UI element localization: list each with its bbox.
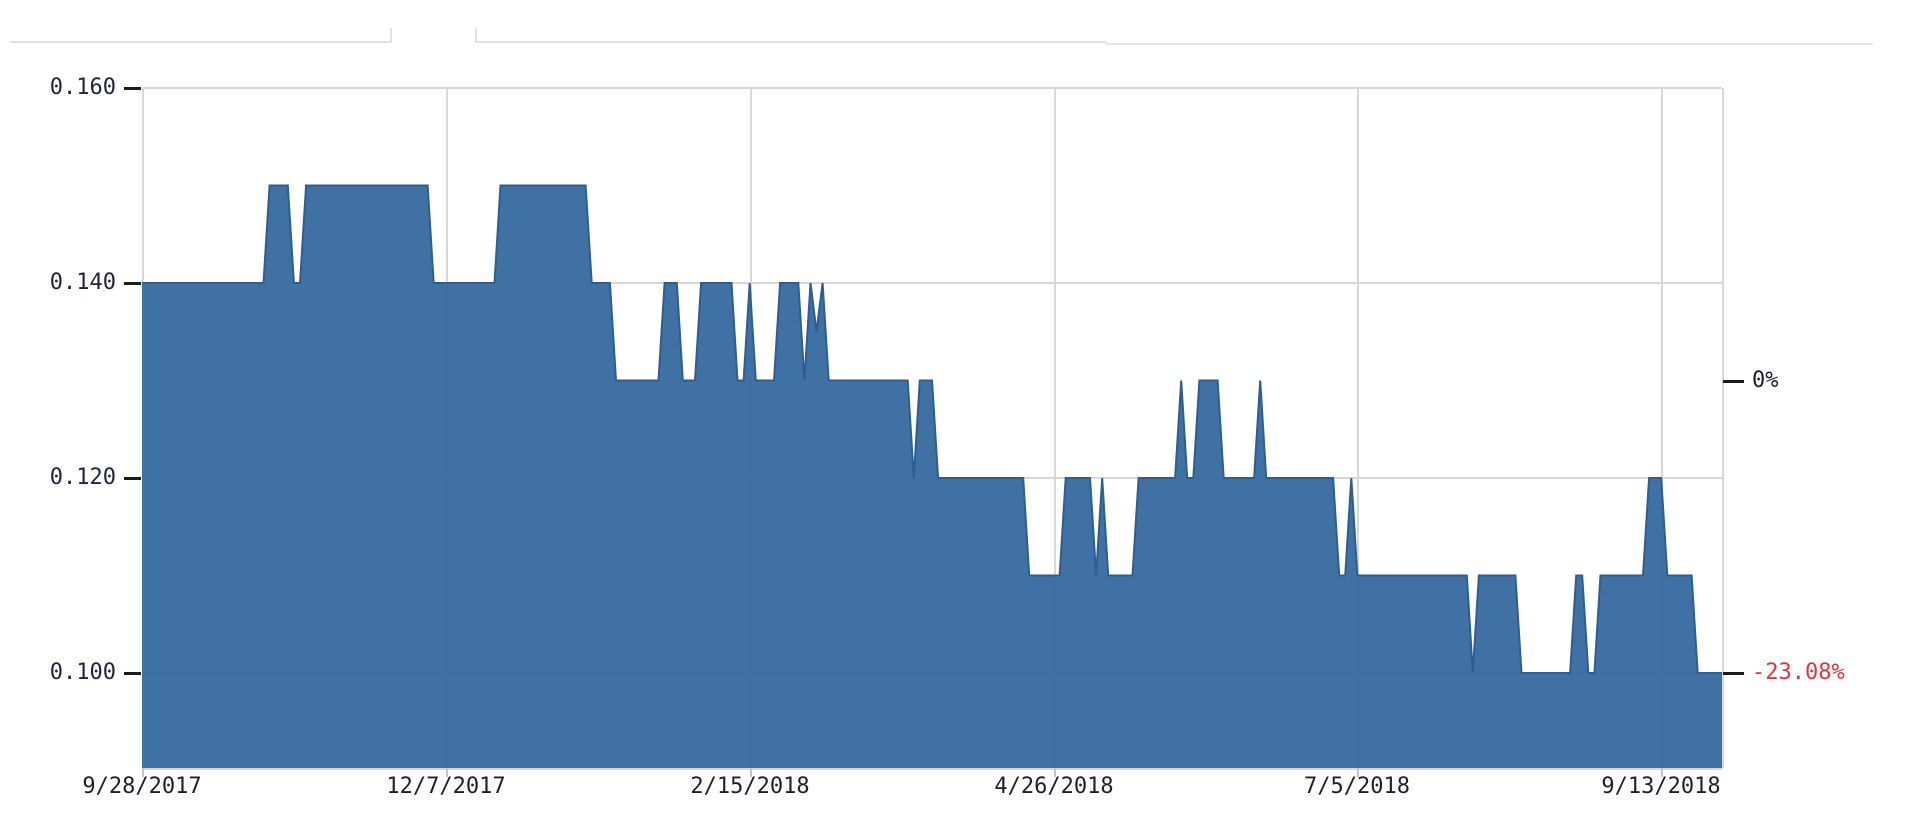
top-panel-corner-left [390, 28, 392, 43]
y-axis-label: 0.120 [49, 465, 116, 490]
x-axis-tick [1054, 768, 1056, 777]
x-axis-tick [446, 768, 448, 777]
y-axis-label: 0.100 [49, 660, 116, 685]
y-axis-tick [124, 87, 141, 90]
gridline-vertical [1357, 88, 1359, 768]
pct-change-tick [1723, 672, 1744, 675]
top-panel-edge-middle [475, 41, 1107, 43]
top-panel-edge-left [10, 41, 392, 43]
x-axis-label: 12/7/2017 [386, 774, 506, 799]
pct-zero-tick [1723, 380, 1744, 383]
y-axis-tick [124, 282, 141, 285]
pct-change-label: -23.08% [1752, 660, 1845, 685]
price-line [142, 184, 1722, 674]
x-axis-label: 9/28/2017 [82, 774, 202, 799]
x-axis-line [142, 768, 1722, 770]
gridline-horizontal [142, 282, 1722, 284]
gridline-horizontal [142, 87, 1722, 89]
plot-right-border [1722, 88, 1724, 768]
x-axis-label: 2/15/2018 [690, 774, 810, 799]
y-axis-tick [124, 477, 141, 480]
gridline-vertical [1661, 88, 1663, 768]
x-axis-tick [1357, 768, 1359, 777]
y-axis-label: 0.140 [49, 270, 116, 295]
x-axis-tick [750, 768, 752, 777]
top-panel-edge-right [1105, 43, 1873, 45]
top-panel-corner-mid [475, 28, 477, 43]
y-axis-tick [124, 672, 141, 675]
area-fill [142, 185, 1722, 768]
x-axis-label: 7/5/2018 [1304, 774, 1410, 799]
x-axis-tick [142, 768, 144, 777]
x-axis-tick [1661, 768, 1663, 777]
y-axis-label: 0.160 [49, 75, 116, 100]
x-axis-label: 4/26/2018 [994, 774, 1114, 799]
pct-zero-label: 0% [1752, 368, 1779, 393]
gridline-vertical [1054, 88, 1056, 768]
x-axis-label: 9/13/2018 [1601, 774, 1721, 799]
